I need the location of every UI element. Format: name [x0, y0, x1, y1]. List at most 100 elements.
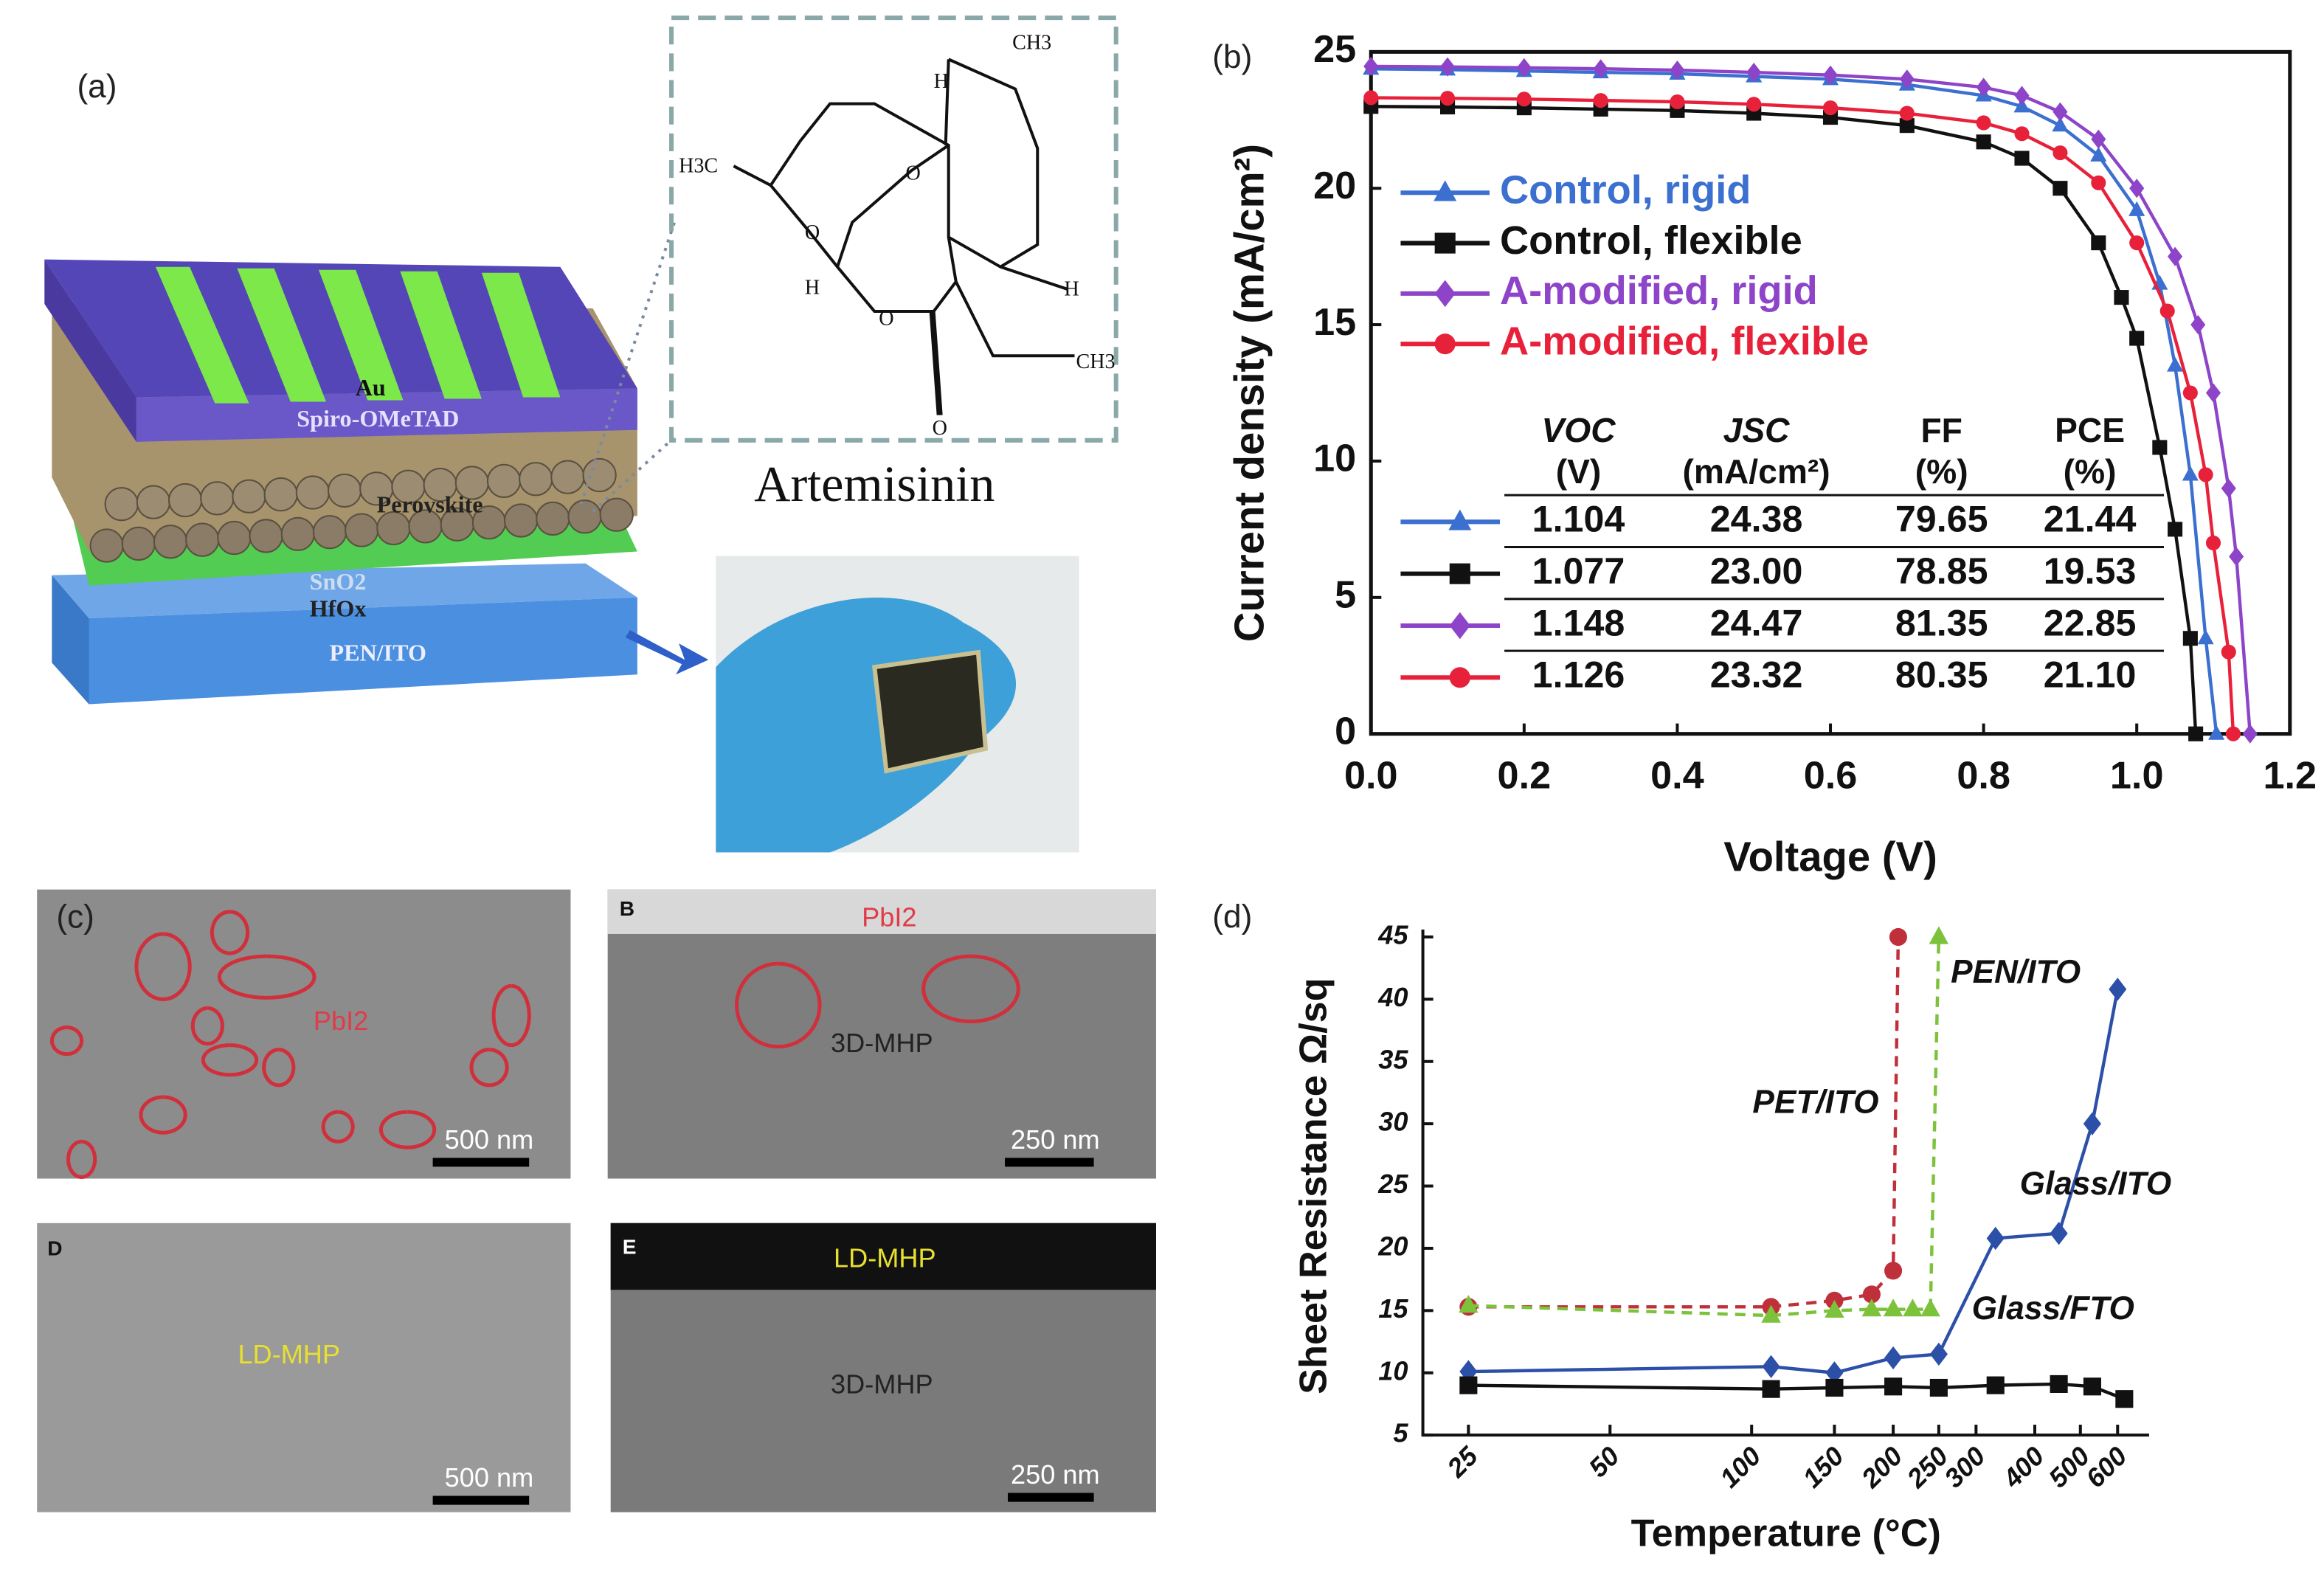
- image-letter: B: [620, 897, 634, 920]
- marker: [1929, 1342, 1948, 1366]
- sem-label: 3D-MHP: [831, 1028, 933, 1058]
- grain: [263, 477, 298, 512]
- y-tick-label: 35: [1378, 1044, 1408, 1074]
- molecule-name: Artemisinin: [754, 456, 995, 512]
- grain: [200, 481, 235, 516]
- marker: [1440, 91, 1456, 106]
- atom-label: O: [933, 417, 947, 440]
- grain: [599, 497, 634, 532]
- table-cell: 78.85: [1895, 550, 1988, 592]
- marker: [1862, 1285, 1881, 1304]
- marker: [2114, 290, 2129, 305]
- y-tick-label: 10: [1313, 438, 1356, 480]
- image-letter: D: [47, 1237, 62, 1259]
- y-tick-label: 30: [1378, 1107, 1408, 1137]
- marker: [1459, 1295, 1479, 1313]
- perovskite-grains: [89, 457, 634, 563]
- substrate-side: [52, 575, 89, 705]
- marker: [2052, 145, 2068, 161]
- atom-label: O: [905, 162, 920, 185]
- y-axis-label: Current density (mA/cm²): [1225, 144, 1272, 642]
- sem-label: LD-MHP: [834, 1243, 936, 1273]
- marker: [1899, 106, 1915, 121]
- marker: [1903, 1298, 1923, 1317]
- grain: [550, 460, 585, 494]
- marker: [2188, 726, 2204, 741]
- y-tick-label: 10: [1378, 1355, 1408, 1386]
- sem-image: [607, 889, 1156, 1179]
- legend-label: Control, rigid: [1500, 168, 1751, 212]
- table-cell: 19.53: [2044, 550, 2137, 592]
- scale-bar-label: 500 nm: [445, 1462, 534, 1493]
- x-axis-label: Voltage (V): [1723, 833, 1937, 879]
- y-tick-label: 45: [1377, 920, 1408, 950]
- grain: [486, 463, 522, 498]
- marker: [2052, 181, 2068, 196]
- table-header: JSC: [1723, 411, 1791, 449]
- marker: [2083, 1377, 2101, 1396]
- marker: [1593, 93, 1608, 108]
- marker: [1670, 94, 1685, 110]
- sem-image: [37, 1223, 571, 1512]
- marker: [2159, 303, 2175, 319]
- series-line: [1371, 105, 2198, 734]
- x-tick-label: 0.8: [1957, 755, 2010, 798]
- marker: [2197, 629, 2214, 645]
- table-cell: 24.47: [1710, 602, 1803, 643]
- marker: [1762, 1380, 1780, 1398]
- y-axis-label: Sheet Resistance Ω/sq: [1293, 978, 1335, 1394]
- atom-label: H: [1064, 277, 1079, 300]
- marker: [2129, 235, 2145, 251]
- table-cell: 1.148: [1532, 602, 1625, 643]
- legend-label: A-modified, flexible: [1500, 319, 1869, 364]
- grain: [136, 485, 171, 519]
- marker: [1825, 1378, 1844, 1397]
- marker: [1861, 1298, 1882, 1317]
- marker: [2198, 467, 2213, 483]
- legend-marker: [1434, 333, 1456, 355]
- marker: [1889, 927, 1907, 947]
- table-unit: (%): [2064, 452, 2117, 491]
- table-cell: 21.10: [2044, 654, 2137, 696]
- series-label: PET/ITO: [1752, 1085, 1878, 1121]
- marker: [2182, 385, 2198, 401]
- marker: [2168, 522, 2183, 537]
- atom-label: H: [934, 70, 949, 93]
- series-line: [1371, 67, 2218, 734]
- marker: [2152, 440, 2168, 455]
- table-cell: 24.38: [1710, 499, 1803, 540]
- marker: [2225, 726, 2241, 741]
- y-tick-label: 15: [1313, 301, 1356, 344]
- marker: [1899, 118, 1915, 134]
- x-tick-label: 0.6: [1804, 755, 1858, 798]
- pbi2-markers: [49, 910, 1020, 1179]
- x-tick-label: 0.0: [1344, 755, 1398, 798]
- y-tick-label: 5: [1393, 1418, 1408, 1448]
- grain: [168, 483, 203, 518]
- legend-label: Control, flexible: [1500, 218, 1802, 263]
- legend-marker: [1434, 232, 1456, 254]
- y-tick-label: 15: [1378, 1293, 1408, 1324]
- marker: [2167, 356, 2184, 372]
- grain: [312, 515, 347, 550]
- marker: [1822, 100, 1839, 116]
- y-tick-label: 25: [1313, 28, 1356, 71]
- table-key-marker: [1449, 667, 1470, 688]
- marker: [2182, 466, 2199, 481]
- molecule-box: [669, 15, 1118, 443]
- layer-label: SnO2: [310, 568, 367, 595]
- sem-label: PbI2: [314, 1006, 368, 1036]
- marker: [2115, 1390, 2134, 1408]
- sem-vacuum: [610, 1223, 1156, 1290]
- sem-surface: [607, 889, 1156, 934]
- marker: [1976, 134, 1991, 150]
- spiro-side: [44, 259, 136, 442]
- grain: [536, 501, 570, 536]
- legend-label: A-modified, rigid: [1500, 269, 1818, 313]
- marker: [1976, 115, 1991, 131]
- zoom-lines: [579, 221, 676, 513]
- table-unit: (%): [1915, 452, 1968, 491]
- legend-marker: [1434, 180, 1457, 201]
